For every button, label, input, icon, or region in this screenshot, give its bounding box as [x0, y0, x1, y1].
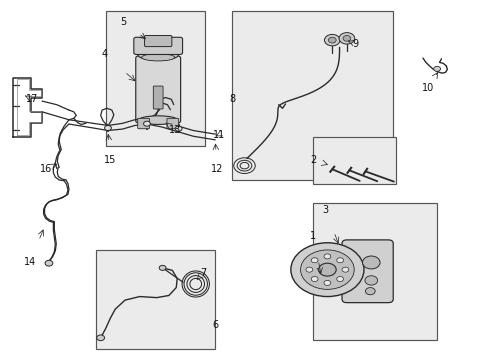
FancyBboxPatch shape	[134, 37, 182, 54]
Circle shape	[336, 258, 343, 263]
Ellipse shape	[138, 50, 178, 60]
Text: 12: 12	[211, 164, 223, 174]
Text: 4: 4	[102, 49, 108, 59]
Circle shape	[159, 265, 165, 270]
Circle shape	[175, 126, 182, 131]
Text: 13: 13	[169, 125, 181, 135]
Text: 14: 14	[24, 257, 36, 267]
Circle shape	[364, 276, 377, 285]
Text: 1: 1	[309, 231, 316, 240]
Circle shape	[305, 267, 312, 272]
Circle shape	[290, 243, 363, 297]
Circle shape	[338, 33, 354, 44]
Bar	[105, 12, 205, 146]
Circle shape	[97, 335, 104, 341]
Text: 3: 3	[322, 206, 328, 216]
FancyBboxPatch shape	[136, 56, 180, 123]
Text: 7: 7	[200, 268, 206, 278]
Ellipse shape	[139, 116, 177, 125]
Circle shape	[310, 276, 317, 282]
Ellipse shape	[142, 54, 174, 61]
Circle shape	[324, 35, 339, 46]
Text: 6: 6	[212, 320, 218, 330]
Text: 16: 16	[41, 164, 53, 174]
FancyBboxPatch shape	[166, 118, 178, 129]
Bar	[312, 203, 436, 339]
Circle shape	[342, 36, 350, 41]
Circle shape	[362, 256, 379, 269]
Circle shape	[45, 260, 53, 266]
Circle shape	[310, 258, 317, 263]
Text: 10: 10	[421, 83, 433, 93]
Text: 5: 5	[120, 17, 126, 27]
Text: 2: 2	[309, 155, 316, 165]
Circle shape	[143, 121, 150, 126]
Circle shape	[300, 250, 353, 289]
Text: 17: 17	[26, 94, 39, 104]
Circle shape	[328, 37, 335, 43]
Circle shape	[433, 66, 440, 71]
Text: 9: 9	[352, 39, 358, 49]
Circle shape	[104, 126, 111, 131]
Circle shape	[318, 263, 335, 276]
FancyBboxPatch shape	[341, 240, 392, 303]
Circle shape	[324, 254, 330, 259]
Circle shape	[336, 276, 343, 282]
Circle shape	[341, 267, 348, 272]
Bar	[312, 137, 395, 184]
FancyBboxPatch shape	[153, 86, 163, 109]
Circle shape	[324, 280, 330, 285]
Circle shape	[365, 288, 374, 295]
FancyBboxPatch shape	[138, 118, 149, 129]
Bar	[232, 12, 392, 180]
FancyBboxPatch shape	[144, 36, 171, 46]
Text: 8: 8	[229, 94, 235, 104]
Text: 15: 15	[104, 154, 116, 165]
Text: 11: 11	[212, 130, 224, 140]
Bar	[96, 250, 215, 348]
